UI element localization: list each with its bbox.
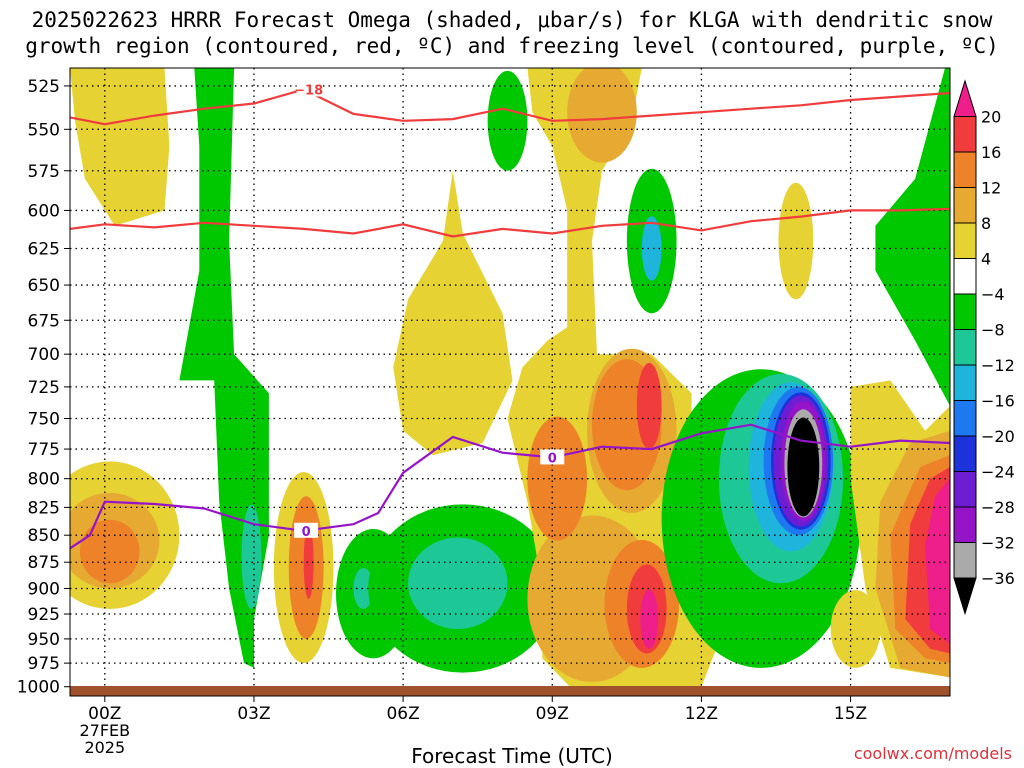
omega-region-yellow xyxy=(778,182,814,300)
colorbar-label: −16 xyxy=(981,392,1015,411)
omega-region-teal xyxy=(353,567,374,609)
colorbar-label: −24 xyxy=(981,463,1015,482)
x-tick-label: 06Z xyxy=(386,704,419,724)
omega-region-pink xyxy=(925,478,950,644)
colorbar-swatch xyxy=(953,79,977,117)
omega-shading xyxy=(70,68,950,695)
colorbar-label: −36 xyxy=(981,569,1015,588)
omega-region-green xyxy=(487,70,528,171)
omega-region-orange xyxy=(79,519,140,584)
colorbar: 20 16 12 8 4 −4 −8 −12 −16 −20 −24 −28 −32 −36 xyxy=(953,79,1015,616)
y-tick-label: 775 xyxy=(28,440,60,460)
colorbar-label: −28 xyxy=(981,498,1015,517)
omega-region-teal xyxy=(408,537,508,630)
omega-region-black xyxy=(787,417,820,517)
freezing-level-label: 0 xyxy=(548,451,557,466)
colorbar-label: −20 xyxy=(981,427,1015,446)
y-tick-label: 875 xyxy=(28,553,60,573)
terrain-strip xyxy=(70,686,950,696)
freezing-level-label: 0 xyxy=(302,525,311,540)
y-tick-label: 750 xyxy=(28,409,60,429)
colorbar-label: 12 xyxy=(981,179,1001,198)
x-tick-date-label: 27FEB xyxy=(79,721,130,740)
freezing-level-contour xyxy=(70,423,950,550)
x-tick-label: 12Z xyxy=(685,704,718,724)
y-tick-label: 925 xyxy=(28,605,60,625)
y-tick-label: 800 xyxy=(28,470,60,490)
y-tick-label: 625 xyxy=(28,239,60,259)
plot-frame xyxy=(69,67,951,697)
x-tick-date-label: 2025 xyxy=(84,738,125,757)
y-tick-label: 600 xyxy=(28,201,60,221)
colorbar-label: 20 xyxy=(981,108,1001,127)
x-tick-label: 03Z xyxy=(237,704,270,724)
y-tick-label: 825 xyxy=(28,498,60,518)
colorbar-swatch xyxy=(953,151,977,188)
colorbar-swatch xyxy=(953,293,977,330)
omega-region-red xyxy=(636,362,662,450)
y-tick-label: 550 xyxy=(28,120,60,140)
colorbar-label: −32 xyxy=(981,534,1015,553)
colorbar-label: 16 xyxy=(981,143,1001,162)
freezing-level-label-bg xyxy=(540,449,565,465)
dgz-label-bg xyxy=(296,81,321,97)
colorbar-label: −4 xyxy=(981,285,1005,304)
x-tick-label: 00Z xyxy=(88,704,121,724)
y-tick-label: 725 xyxy=(28,378,60,398)
y-tick-label: 650 xyxy=(28,276,60,296)
omega-region-pink xyxy=(640,589,659,649)
chart-title-line-2: growth region (contoured, red, ºC) and f… xyxy=(25,34,999,58)
omega-region-green xyxy=(875,68,950,406)
colorbar-swatch xyxy=(953,506,977,543)
dgz-label: −18 xyxy=(294,83,323,98)
plot-grid xyxy=(70,68,950,696)
y-tick-label: 900 xyxy=(28,579,60,599)
colorbar-label: 4 xyxy=(981,250,991,269)
dgz-contour-lower xyxy=(70,207,950,238)
contour-lines: −18 0 0 xyxy=(70,81,950,550)
colorbar-swatch xyxy=(953,222,977,259)
colorbar-swatch xyxy=(953,435,977,472)
colorbar-swatch xyxy=(953,577,977,616)
omega-region-yellow xyxy=(70,68,170,226)
omega-region-ltorange xyxy=(567,68,637,163)
credit-link[interactable]: coolwx.com/models xyxy=(853,744,1012,763)
colorbar-swatch xyxy=(953,329,977,366)
chart-title-line-1: 2025022623 HRRR Forecast Omega (shaded, … xyxy=(31,8,993,32)
y-tick-label: 525 xyxy=(28,77,60,97)
y-tick-label: 700 xyxy=(28,345,60,365)
omega-region-yellow xyxy=(393,170,513,456)
y-axis: 525 550 575 600 625 650 675 700 725 750 775 800 825 8… xyxy=(17,77,70,698)
colorbar-label: 8 xyxy=(981,214,991,233)
freezing-level-label-bg xyxy=(294,522,319,538)
x-tick-label: 09Z xyxy=(536,704,569,724)
colorbar-label: −12 xyxy=(981,356,1015,375)
colorbar-swatch xyxy=(953,364,977,401)
colorbar-swatch xyxy=(953,471,977,508)
y-tick-label: 950 xyxy=(28,630,60,650)
colorbar-swatch xyxy=(953,258,977,295)
omega-region-red xyxy=(303,525,314,599)
omega-region-teal xyxy=(241,504,262,609)
y-tick-label: 1000 xyxy=(17,678,60,698)
omega-region-yellow xyxy=(830,590,881,668)
dgz-contour-minus18 xyxy=(70,88,950,126)
colorbar-swatch xyxy=(953,400,977,437)
y-tick-label: 575 xyxy=(28,162,60,182)
x-tick-label: 15Z xyxy=(834,704,867,724)
colorbar-label: −8 xyxy=(981,321,1005,340)
y-tick-label: 850 xyxy=(28,526,60,546)
colorbar-swatch xyxy=(953,116,977,153)
colorbar-swatch xyxy=(953,542,977,579)
colorbar-swatch xyxy=(953,187,977,224)
omega-region-cyan xyxy=(641,216,662,281)
x-axis-title: Forecast Time (UTC) xyxy=(411,744,613,768)
y-tick-label: 675 xyxy=(28,311,60,331)
y-tick-label: 975 xyxy=(28,654,60,674)
omega-region-orange xyxy=(527,416,588,541)
